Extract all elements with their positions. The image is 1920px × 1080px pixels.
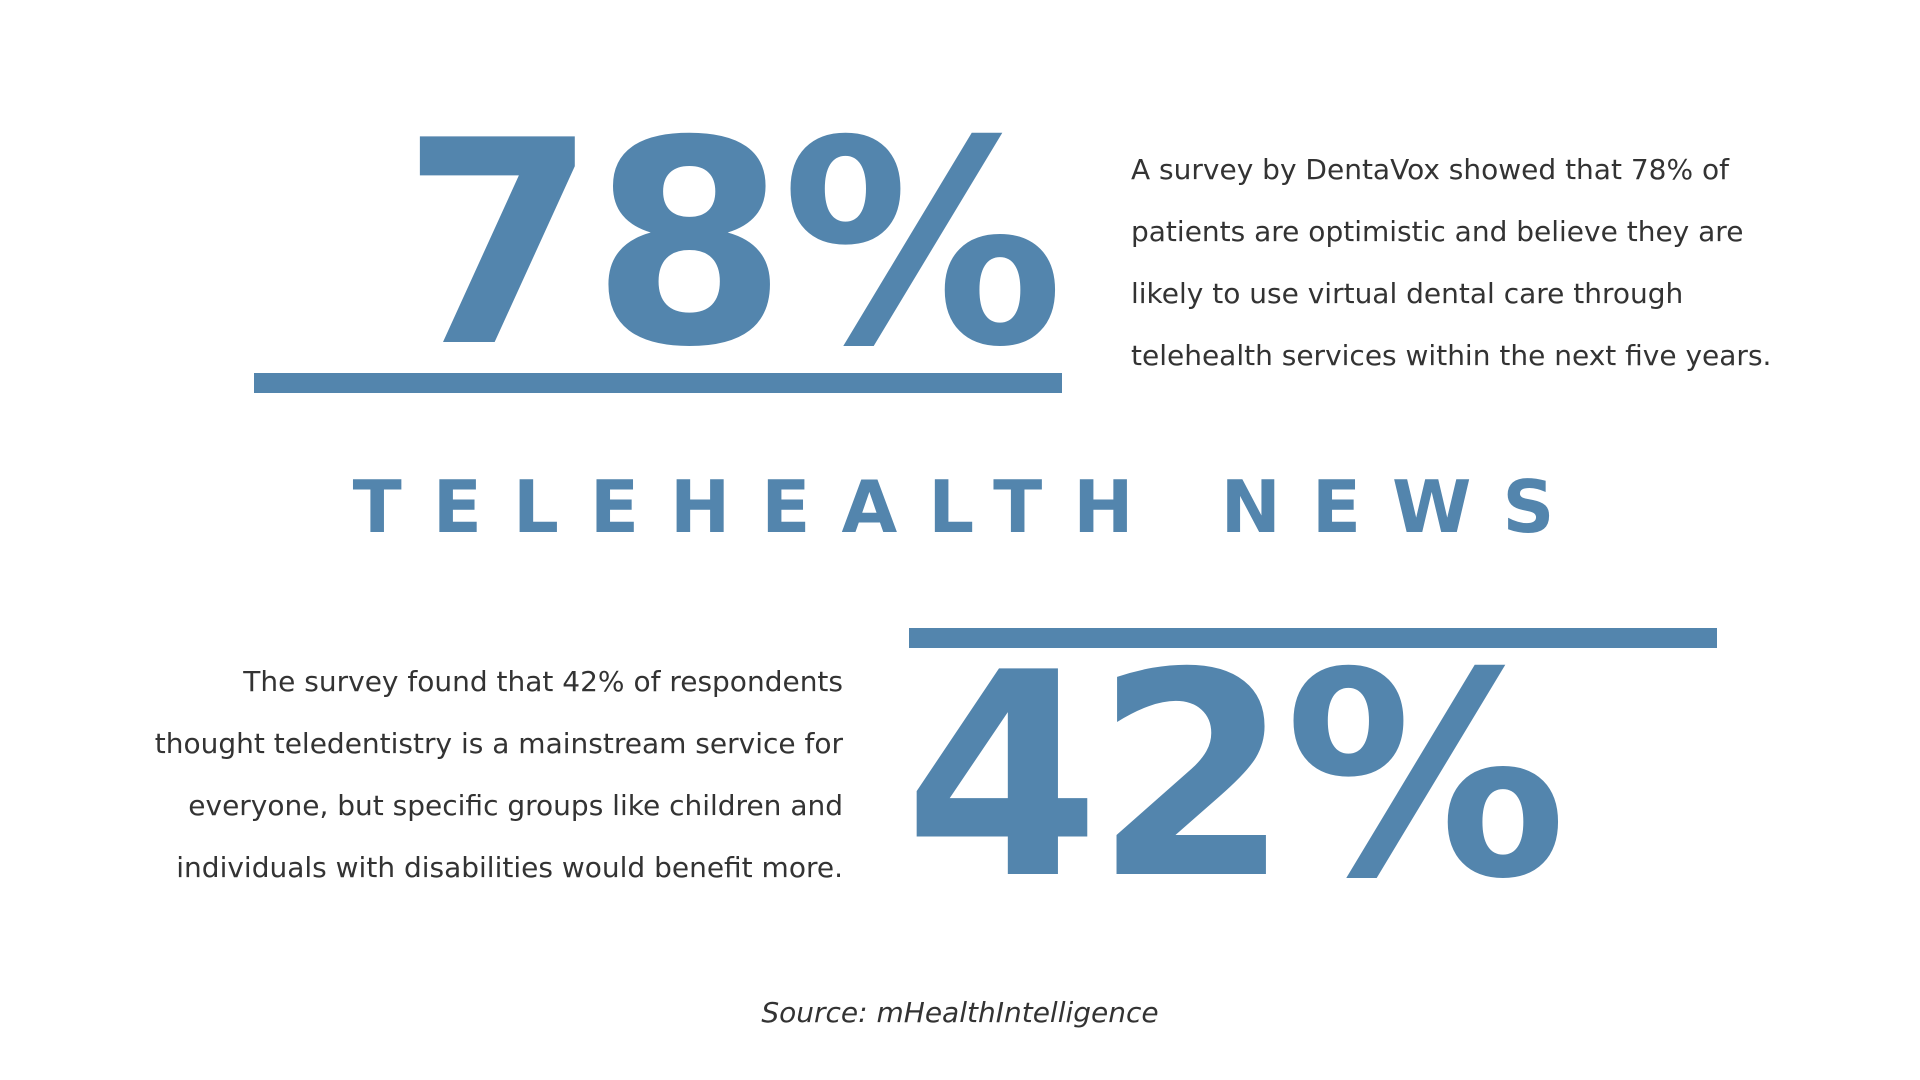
top-stat-description: A survey by DentaVox showed that 78% of …: [1131, 139, 1831, 387]
top-divider-rule: [254, 373, 1062, 393]
bottom-description-line: The survey found that 42% of respondents: [243, 665, 843, 698]
bottom-stat-description: The survey found that 42% of respondents…: [83, 651, 843, 899]
top-description-line: telehealth services within the next five…: [1131, 339, 1772, 372]
bottom-description-line: thought teledentistry is a mainstream se…: [154, 727, 843, 760]
bottom-description-line: individuals with disabilities would bene…: [176, 851, 843, 884]
top-description-line: A survey by DentaVox showed that 78% of: [1131, 153, 1729, 186]
top-stat-value: 78%: [401, 80, 1064, 409]
headline: TELEHEALTH NEWS: [352, 465, 1586, 549]
source-citation: Source: mHealthIntelligence: [761, 996, 1159, 1029]
bottom-stat-value: 42%: [904, 612, 1567, 941]
top-description-line: patients are optimistic and believe they…: [1131, 215, 1744, 248]
top-description-line: likely to use virtual dental care throug…: [1131, 277, 1684, 310]
bottom-description-line: everyone, but specific groups like child…: [188, 789, 843, 822]
bottom-divider-rule: [909, 628, 1717, 648]
